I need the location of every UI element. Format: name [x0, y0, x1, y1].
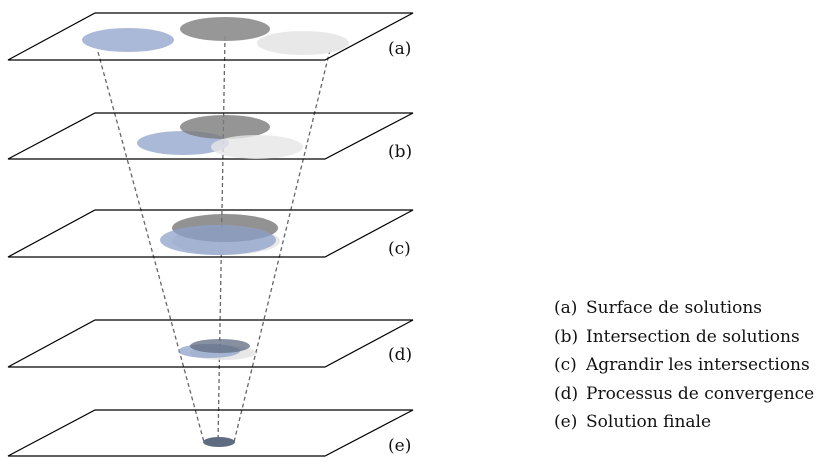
- light-solution-surface: [257, 31, 349, 55]
- legend-text: Surface de solutions: [586, 298, 763, 318]
- legend-text: Agrandir les intersections: [586, 355, 810, 376]
- legend-key: (a): [554, 298, 578, 318]
- legend-item: (b) Intersection de solutions: [554, 327, 835, 356]
- plane-a: [7, 12, 414, 61]
- layer-a: (a): [7, 12, 414, 61]
- legend-text: Processus de convergence: [586, 383, 815, 404]
- layer-d: (d): [7, 319, 414, 368]
- layer-e: (e): [7, 409, 414, 457]
- legend-key: (d): [554, 383, 579, 404]
- legend-item: (c) Agrandir les intersections: [554, 355, 835, 384]
- blue-solution-surface: [160, 225, 276, 255]
- dark-solution-surface: [180, 115, 270, 139]
- guide-right: [233, 49, 331, 443]
- dark-solution-surface: [190, 339, 250, 353]
- final-solution-surface: [203, 437, 235, 447]
- layer-c: (c): [7, 209, 414, 259]
- plane-d: [7, 319, 414, 368]
- blue-solution-surface: [82, 28, 174, 52]
- layer-label-b: (b): [388, 142, 412, 162]
- legend-key: (e): [554, 412, 578, 433]
- legend-item: (e) Solution finale: [554, 412, 835, 441]
- legend-text: Solution finale: [586, 412, 712, 433]
- layer-label-e: (e): [388, 436, 411, 456]
- layer-label-c: (c): [388, 239, 411, 259]
- guide-left: [97, 51, 205, 443]
- layer-b: (b): [7, 112, 414, 162]
- light-solution-surface: [211, 135, 303, 159]
- plane-e: [7, 409, 414, 457]
- plane-b: [7, 112, 414, 160]
- layer-label-a: (a): [388, 39, 411, 59]
- dark-solution-surface: [180, 17, 270, 41]
- legend-key: (b): [554, 326, 579, 347]
- legend-key: (c): [554, 355, 577, 376]
- legend-item: (a) Surface de solutions: [554, 298, 835, 327]
- layer-label-d: (d): [388, 345, 412, 365]
- legend-text: Intersection de solutions: [586, 326, 800, 347]
- plane-c: [7, 209, 414, 258]
- legend-item: (d) Processus de convergence: [554, 384, 835, 413]
- legend: (a) Surface de solutions (b) Intersectio…: [554, 298, 835, 441]
